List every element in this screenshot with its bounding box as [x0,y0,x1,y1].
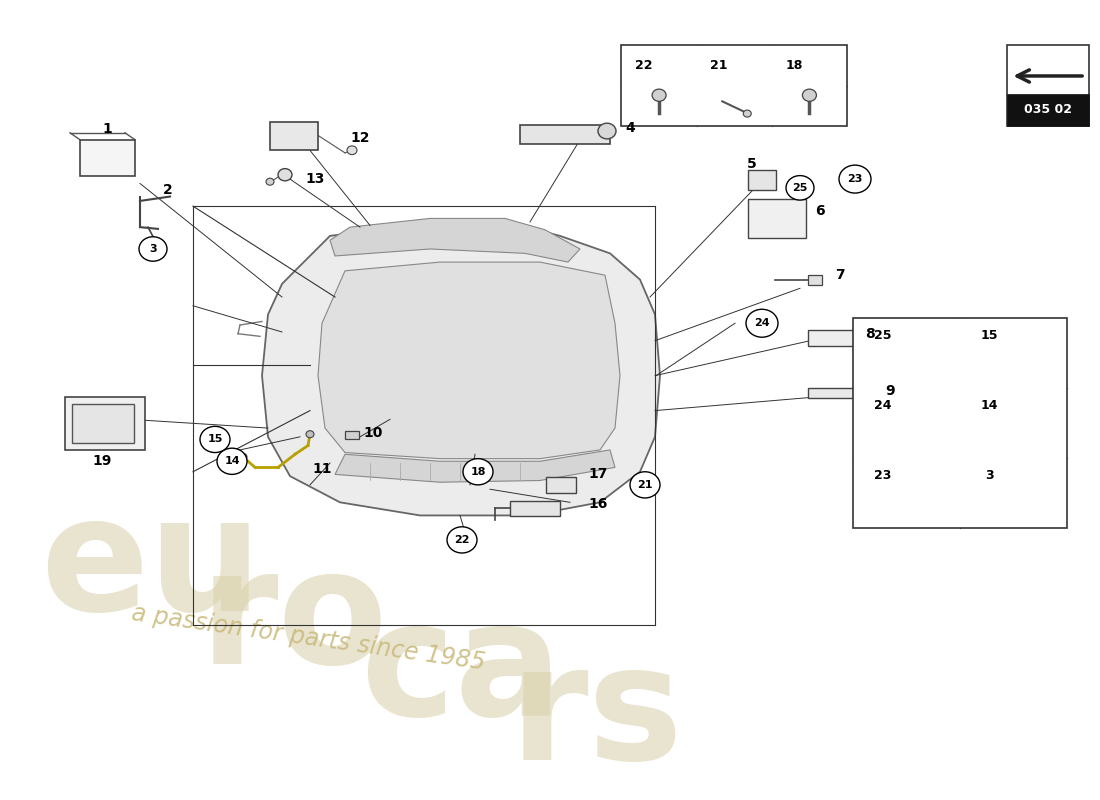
Text: 21: 21 [711,59,728,72]
Polygon shape [330,218,580,262]
Text: 6: 6 [815,205,825,218]
Text: 22: 22 [636,59,652,72]
Text: 15: 15 [207,434,222,445]
Text: 14: 14 [224,456,240,466]
Circle shape [463,458,493,485]
Text: rs: rs [510,638,684,793]
Text: 16: 16 [588,497,607,511]
Text: 25: 25 [792,183,807,193]
FancyBboxPatch shape [345,430,359,439]
Text: 2: 2 [163,182,173,197]
Text: 23: 23 [873,469,891,482]
FancyBboxPatch shape [65,398,145,450]
Text: 19: 19 [92,454,112,468]
Circle shape [306,430,313,438]
FancyBboxPatch shape [520,125,610,144]
Text: 1: 1 [102,122,112,136]
Text: 13: 13 [306,172,324,186]
Text: ca: ca [360,594,562,749]
Text: 18: 18 [785,59,803,72]
Text: a passion for parts since 1985: a passion for parts since 1985 [130,601,486,674]
Text: eu: eu [40,490,262,644]
Text: 5: 5 [747,158,757,171]
Text: 18: 18 [471,466,486,477]
Text: 24: 24 [755,318,770,328]
FancyBboxPatch shape [808,275,822,285]
FancyBboxPatch shape [1006,46,1089,126]
Circle shape [278,169,292,181]
FancyBboxPatch shape [748,170,775,190]
Circle shape [200,426,230,453]
Circle shape [786,175,814,200]
Text: 11: 11 [312,462,332,476]
Circle shape [802,89,816,102]
Text: 8: 8 [865,326,874,341]
Text: 14: 14 [981,399,999,412]
Text: 035 02: 035 02 [1024,103,1071,116]
Circle shape [239,454,248,461]
Circle shape [266,178,274,186]
Circle shape [447,526,477,553]
FancyBboxPatch shape [546,477,576,493]
Text: 23: 23 [847,174,862,184]
FancyBboxPatch shape [808,388,880,398]
Text: 24: 24 [873,399,891,412]
Polygon shape [318,262,620,458]
FancyBboxPatch shape [1006,94,1089,126]
Text: 21: 21 [637,480,652,490]
FancyBboxPatch shape [621,46,847,126]
FancyBboxPatch shape [72,404,134,443]
Text: 17: 17 [588,466,607,481]
Text: 25: 25 [873,329,891,342]
Text: 12: 12 [350,131,370,145]
Circle shape [139,237,167,262]
Text: 9: 9 [886,383,894,398]
Text: 22: 22 [454,535,470,545]
FancyBboxPatch shape [748,199,806,238]
Circle shape [744,110,751,117]
FancyBboxPatch shape [80,140,135,177]
Circle shape [217,448,248,474]
Text: 7: 7 [835,268,845,282]
FancyBboxPatch shape [852,318,1067,528]
Text: 15: 15 [981,329,999,342]
Circle shape [652,89,667,102]
Polygon shape [262,222,660,515]
Text: ro: ro [200,542,388,697]
Circle shape [746,310,778,338]
Circle shape [630,472,660,498]
Text: 4: 4 [625,122,635,135]
FancyBboxPatch shape [808,330,860,346]
Text: 3: 3 [986,469,994,482]
Circle shape [839,165,871,193]
FancyBboxPatch shape [510,501,560,516]
Text: 10: 10 [363,426,383,440]
FancyBboxPatch shape [270,122,318,150]
Text: 3: 3 [150,244,157,254]
Circle shape [346,146,358,154]
Circle shape [598,123,616,139]
Polygon shape [336,450,615,482]
